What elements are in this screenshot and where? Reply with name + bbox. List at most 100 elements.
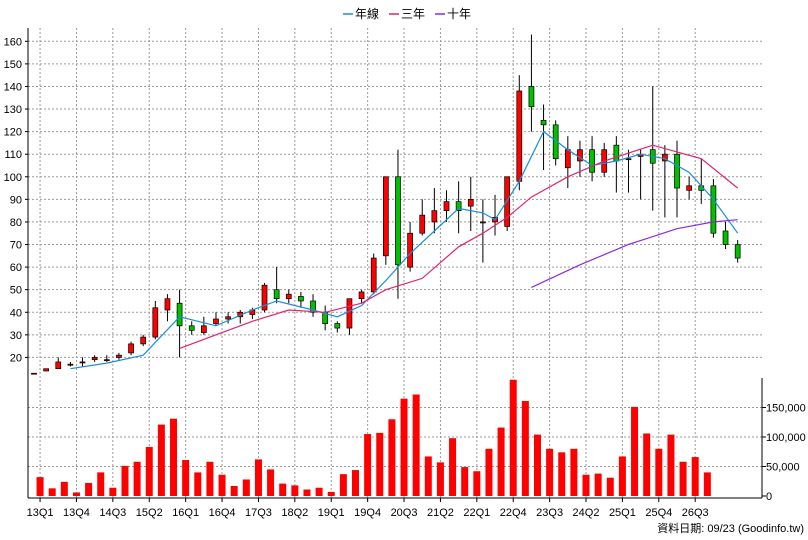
series-line — [70, 130, 739, 370]
candle — [164, 294, 171, 322]
volume-bar — [230, 485, 238, 496]
candle-body — [164, 298, 171, 311]
candle — [176, 289, 183, 358]
candle-body — [261, 284, 268, 311]
candle — [528, 34, 535, 132]
volume-bar — [400, 398, 408, 496]
price-tick-label: 150 — [4, 59, 22, 71]
volume-bar — [182, 460, 190, 496]
candle-body — [91, 357, 98, 361]
candle — [225, 312, 231, 324]
volume-bar — [206, 461, 214, 496]
candle-body — [188, 325, 195, 331]
candle-body — [455, 201, 462, 211]
candle-body — [467, 199, 474, 207]
x-tick-label: 13Q4 — [63, 507, 90, 519]
candle — [382, 176, 389, 265]
candle — [395, 149, 401, 299]
candle-body — [370, 257, 377, 293]
x-tick-label: 19Q1 — [318, 507, 345, 519]
volume-bar — [388, 419, 396, 496]
x-tick-label: 20Q3 — [391, 507, 418, 519]
volume-bar — [157, 424, 165, 496]
candle — [589, 136, 595, 182]
candle — [504, 176, 511, 231]
volume-bar — [473, 471, 481, 496]
price-tick-label: 120 — [4, 127, 22, 139]
candle-body — [431, 210, 438, 223]
x-tick-label: 16Q4 — [209, 507, 236, 519]
candle — [79, 357, 86, 367]
candle — [298, 291, 304, 308]
x-tick-label: 17Q3 — [245, 507, 272, 519]
candle — [419, 199, 426, 236]
volume-bar — [667, 434, 675, 496]
volume-bar — [121, 465, 129, 496]
volume-bar — [315, 487, 323, 496]
candle-body — [540, 119, 547, 126]
candle-body — [710, 185, 717, 234]
x-tick-label: 24Q2 — [573, 507, 600, 519]
volume-bar — [267, 469, 275, 496]
candle-body — [589, 149, 595, 173]
volume-bar — [582, 474, 590, 496]
candle — [686, 176, 692, 200]
candle-body — [564, 149, 571, 169]
volume-tick-label: 100,000 — [766, 432, 806, 444]
candle-body — [443, 201, 450, 211]
price-tick-label: 70 — [10, 240, 22, 252]
candle — [128, 341, 134, 356]
candle-body — [285, 293, 292, 300]
candle-body — [358, 291, 365, 300]
candle — [152, 300, 159, 340]
x-tick-label: 25Q4 — [645, 507, 672, 519]
volume-bar — [691, 457, 699, 496]
candle — [467, 176, 474, 231]
price-tick-label: 80 — [10, 217, 22, 229]
volume-bar — [36, 477, 44, 496]
candle — [674, 140, 680, 218]
volume-tick-label: 0 — [766, 491, 772, 503]
legend-label: 三年 — [401, 7, 425, 21]
volume-bar — [364, 434, 372, 496]
series-line — [179, 144, 739, 349]
price-tick-label: 110 — [4, 149, 22, 161]
volume-tick-label: 50,000 — [766, 462, 800, 474]
candle — [358, 289, 365, 304]
candle — [67, 361, 74, 367]
volume-bar — [291, 485, 299, 496]
candle-body — [103, 359, 110, 362]
candle-body — [31, 372, 37, 375]
volume-bar — [133, 461, 141, 496]
candle-body — [67, 363, 74, 366]
series-line — [531, 219, 738, 288]
x-tick-label: 25Q1 — [609, 507, 636, 519]
candle — [285, 289, 292, 304]
volume-bar — [48, 488, 56, 496]
candle — [455, 181, 462, 234]
candle — [625, 149, 632, 193]
x-tick-label: 21Q2 — [427, 507, 454, 519]
candle-body — [662, 153, 668, 162]
candle — [201, 316, 207, 335]
candle — [431, 188, 438, 234]
candle — [213, 312, 219, 326]
candle — [407, 221, 413, 272]
candle-body — [625, 158, 632, 161]
candle-body — [419, 214, 426, 234]
x-tick-label: 19Q4 — [354, 507, 381, 519]
x-tick-label: 23Q3 — [536, 507, 563, 519]
candle — [480, 199, 486, 263]
volume-bar — [303, 489, 311, 496]
volume-bars — [36, 379, 711, 496]
candle-body — [382, 176, 389, 257]
volume-bar — [170, 418, 178, 496]
candle-body — [395, 176, 401, 266]
candle-body — [152, 307, 159, 338]
chart-legend: 年線 三年 十年 — [343, 6, 471, 21]
price-tick-label: 100 — [4, 172, 22, 184]
candle — [116, 352, 122, 360]
candle-body — [79, 361, 86, 364]
x-tick-label: 14Q3 — [99, 507, 126, 519]
